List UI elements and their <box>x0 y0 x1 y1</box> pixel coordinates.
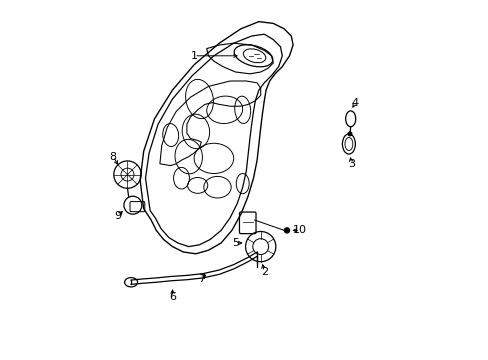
Text: 5: 5 <box>231 238 239 248</box>
Text: 8: 8 <box>109 152 117 162</box>
Circle shape <box>284 228 289 233</box>
Text: 1: 1 <box>190 51 197 61</box>
Text: 4: 4 <box>351 98 358 108</box>
Text: 10: 10 <box>293 225 306 235</box>
Text: 6: 6 <box>169 292 176 302</box>
Circle shape <box>347 132 351 136</box>
Text: 3: 3 <box>347 159 354 169</box>
Text: 9: 9 <box>114 211 121 221</box>
Text: 2: 2 <box>260 267 267 277</box>
Text: 7: 7 <box>197 274 204 284</box>
